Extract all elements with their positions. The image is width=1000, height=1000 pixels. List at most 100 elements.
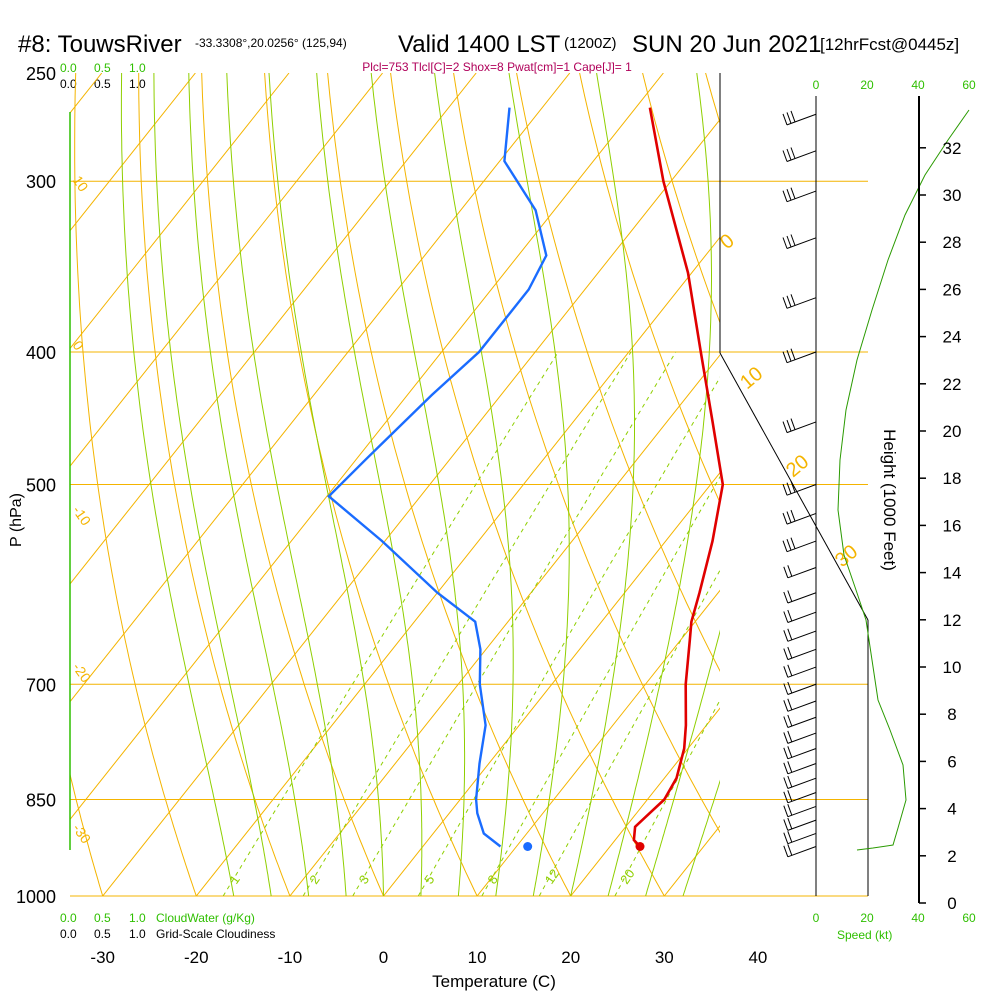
wind-barb-flag bbox=[787, 746, 793, 758]
wind-barb-flag bbox=[786, 112, 792, 124]
mixing-ratio-label: 20 bbox=[617, 866, 638, 886]
moist-adiabat-line bbox=[434, 73, 514, 896]
wind-barb-flag bbox=[783, 762, 789, 774]
wind-barb-flag bbox=[782, 421, 788, 433]
forecast-date: SUN 20 Jun 2021 bbox=[632, 31, 821, 58]
wind-barb bbox=[787, 700, 817, 712]
wind-barb-flag bbox=[787, 609, 793, 622]
isotherm-label: 0 bbox=[70, 338, 88, 354]
height-tick-label: 20 bbox=[943, 422, 962, 441]
dry-adiabat-lines bbox=[70, 49, 1000, 925]
mixing-ratio-label: 5 bbox=[421, 872, 437, 887]
isotherm-label: -10 bbox=[70, 503, 95, 529]
isotherm-label: -20 bbox=[70, 660, 95, 686]
surface-dewpoint-point bbox=[523, 841, 533, 851]
height-tick-label: 4 bbox=[947, 800, 956, 819]
wind-barb-flag bbox=[783, 591, 789, 604]
wind-barb bbox=[787, 592, 817, 604]
height-tick-label: 14 bbox=[943, 564, 962, 583]
height-tick-label: 10 bbox=[943, 658, 962, 677]
dry-adiabat-line bbox=[824, 49, 1000, 925]
wind-barb-flag bbox=[783, 683, 789, 695]
wind-barb-flag bbox=[790, 187, 796, 199]
cloudwater-tick: 0.5 bbox=[94, 911, 111, 925]
wind-barb bbox=[787, 792, 817, 804]
wind-barb-flag bbox=[787, 730, 793, 743]
wind-speed-profile bbox=[837, 109, 970, 851]
wind-barb-flag bbox=[787, 775, 793, 788]
cloudwater-scale-top: 0.0 0.5 1.0 0.0 0.5 1.0 bbox=[60, 61, 146, 91]
moist-adiabat-line bbox=[120, 73, 235, 896]
wind-barb-flag bbox=[783, 805, 789, 817]
wind-barb bbox=[787, 763, 817, 775]
dry-adiabat-line bbox=[579, 73, 720, 504]
wind-barb-flag bbox=[787, 831, 793, 843]
wind-barb-flag bbox=[787, 646, 793, 659]
cloudwater-tick: 1.0 bbox=[129, 61, 146, 75]
wind-barb-flag bbox=[783, 777, 789, 789]
isotherm-line bbox=[383, 471, 720, 896]
pressure-tick-label: 850 bbox=[26, 791, 56, 811]
wind-barb bbox=[786, 512, 817, 525]
cloudwater-tick: 1.0 bbox=[129, 911, 146, 925]
wind-barb bbox=[786, 297, 817, 309]
wind-barb-flag bbox=[786, 511, 792, 523]
wind-barb bbox=[787, 716, 817, 728]
speed-scale-bottom: 0 20 40 60 Speed (kt) bbox=[813, 911, 976, 942]
cloudiness-tick: 0.0 bbox=[60, 77, 77, 91]
wind-barb-flag bbox=[787, 804, 793, 816]
temperature-tick-label: 0 bbox=[379, 948, 388, 967]
mixing-ratio-label: 2 bbox=[306, 872, 322, 887]
cloudiness-label: Grid-Scale Cloudiness bbox=[156, 927, 275, 941]
wind-barb-flag bbox=[783, 716, 789, 728]
isotherm-lines bbox=[70, 73, 720, 896]
wind-barb bbox=[787, 819, 817, 831]
wind-barb-flag bbox=[783, 611, 789, 623]
isotherm-label: 10 bbox=[70, 173, 92, 195]
moist-adiabat-line bbox=[188, 73, 310, 896]
wind-barb-flag bbox=[783, 791, 789, 803]
wind-barb-flag bbox=[786, 419, 792, 432]
moist-adiabat-line bbox=[645, 629, 720, 896]
mixing-ratio-label: 12 bbox=[542, 866, 563, 886]
wind-barb bbox=[786, 237, 817, 249]
wind-barb-flag bbox=[787, 790, 793, 802]
speed-tick: 0 bbox=[813, 911, 820, 925]
speed-tick: 40 bbox=[911, 911, 925, 925]
wind-barb-flag bbox=[790, 234, 796, 246]
cloudwater-label: CloudWater (g/Kg) bbox=[156, 911, 255, 925]
pressure-tick-label: 1000 bbox=[16, 887, 56, 907]
temperature-tick-label: -10 bbox=[278, 948, 303, 967]
isotherm-line bbox=[70, 73, 383, 467]
temperature-tick-label: 20 bbox=[561, 948, 580, 967]
dry-adiabat-line bbox=[138, 73, 291, 896]
dry-adiabat-line bbox=[201, 73, 385, 896]
isotherm-line bbox=[70, 73, 196, 232]
dewpoint-trace bbox=[327, 107, 548, 848]
isotherm-label: 20 bbox=[782, 451, 813, 482]
isotherm-label: -30 bbox=[70, 821, 95, 847]
mixing-ratio-line bbox=[417, 376, 720, 896]
isotherm-line bbox=[70, 73, 477, 585]
mixing-ratio-line bbox=[222, 351, 559, 896]
wind-barb bbox=[786, 540, 817, 553]
wind-barb-flag bbox=[783, 566, 789, 578]
wind-barb-flag bbox=[790, 418, 796, 430]
wind-barb-flag bbox=[783, 832, 789, 844]
wind-barb-flag bbox=[787, 565, 793, 577]
wind-barb bbox=[786, 421, 817, 434]
moist-adiabat-line bbox=[607, 73, 712, 896]
wind-barb bbox=[787, 648, 817, 661]
speed-tick: 40 bbox=[911, 78, 925, 92]
cloudwater-scale-bottom: 0.0 0.5 1.0 CloudWater (g/Kg) 0.0 0.5 1.… bbox=[60, 911, 275, 941]
mixing-ratio-line bbox=[302, 351, 632, 896]
wind-barb-flag bbox=[786, 148, 792, 161]
wind-barb bbox=[787, 732, 817, 744]
temperature-tick-label: -20 bbox=[184, 948, 209, 967]
wind-barb bbox=[786, 113, 817, 126]
height-tick-label: 12 bbox=[943, 611, 962, 630]
wind-barb-flag bbox=[787, 590, 793, 602]
pressure-tick-label: 700 bbox=[26, 675, 56, 695]
